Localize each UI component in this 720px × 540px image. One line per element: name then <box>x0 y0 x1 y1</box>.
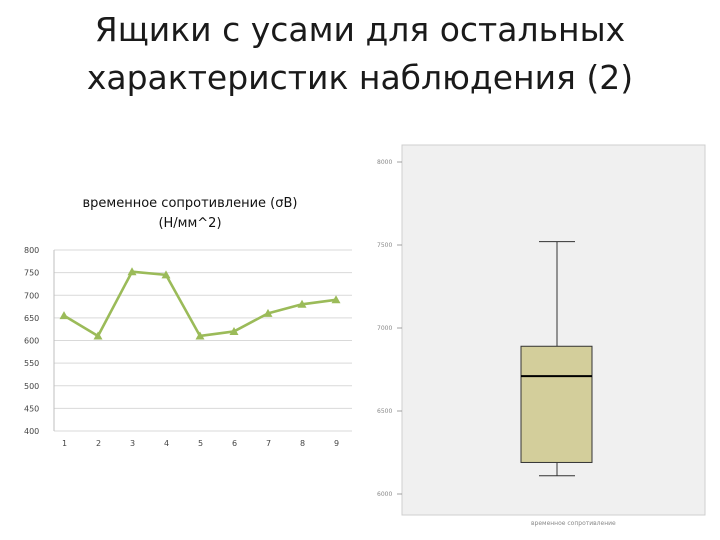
box-plot-iqr-box <box>520 345 593 463</box>
line-chart-point <box>59 311 69 320</box>
line-chart-y-tick-label: 750 <box>24 269 39 278</box>
line-chart-y-axis: 800 750 700 650 600 550 500 450 400 <box>24 246 55 436</box>
box-plot-box <box>520 241 593 477</box>
line-chart-title-line2: (Н/мм^2) <box>158 216 222 231</box>
box-plot-y-axis: 8000 7500 7000 6500 6000 <box>377 159 402 498</box>
line-chart-x-tick-label: 9 <box>334 439 339 448</box>
line-chart-x-tick-label: 7 <box>266 439 271 448</box>
line-chart-title: временное сопротивление (σВ) (Н/мм^2) <box>40 194 340 234</box>
line-chart-point <box>331 295 341 304</box>
line-chart-y-tick-label: 400 <box>24 427 39 436</box>
line-chart-y-tick-label: 600 <box>24 337 39 346</box>
line-chart-x-axis: 1 2 3 4 5 6 7 8 9 <box>62 439 339 448</box>
line-chart-point <box>127 267 137 276</box>
line-chart-x-tick-label: 3 <box>130 439 135 448</box>
line-chart-point <box>93 331 103 340</box>
line-chart-y-tick-label: 650 <box>24 314 39 323</box>
slide-title-line2: характеристик наблюдения (2) <box>86 58 634 97</box>
line-chart-y-tick-label: 500 <box>24 382 39 391</box>
line-chart-gridlines <box>54 249 352 432</box>
line-chart-x-tick-label: 6 <box>232 439 237 448</box>
line-chart-point <box>161 270 171 279</box>
box-plot-y-tick-label: 7000 <box>377 325 392 332</box>
box-plot-x-label: временное сопротивление <box>531 520 616 527</box>
box-plot-y-tick-label: 7500 <box>377 242 392 249</box>
line-chart-point <box>297 299 307 308</box>
slide-title: Ящики с усами для остальных характеристи… <box>0 6 720 102</box>
line-chart-x-tick-label: 5 <box>198 439 203 448</box>
slide-title-line1: Ящики с усами для остальных <box>94 10 626 49</box>
box-plot-y-tick-label: 8000 <box>377 159 392 166</box>
box-plot-y-tick-label: 6500 <box>377 408 392 415</box>
line-chart-point <box>195 331 205 340</box>
line-chart-y-tick-label: 800 <box>24 246 39 255</box>
line-chart-point <box>263 308 273 317</box>
line-chart-point <box>229 326 239 335</box>
line-chart-y-tick-label: 700 <box>24 291 39 300</box>
line-chart-x-tick-label: 8 <box>300 439 305 448</box>
line-chart-y-tick-label: 450 <box>24 404 39 413</box>
line-chart-x-tick-label: 1 <box>62 439 67 448</box>
line-chart-series <box>59 267 341 340</box>
line-chart-x-tick-label: 4 <box>164 439 169 448</box>
line-chart-x-tick-label: 2 <box>96 439 101 448</box>
line-chart-title-line1: временное сопротивление (σВ) <box>82 196 298 211</box>
line-chart-y-tick-label: 550 <box>24 359 39 368</box>
box-plot-y-tick-label: 6000 <box>377 491 392 498</box>
